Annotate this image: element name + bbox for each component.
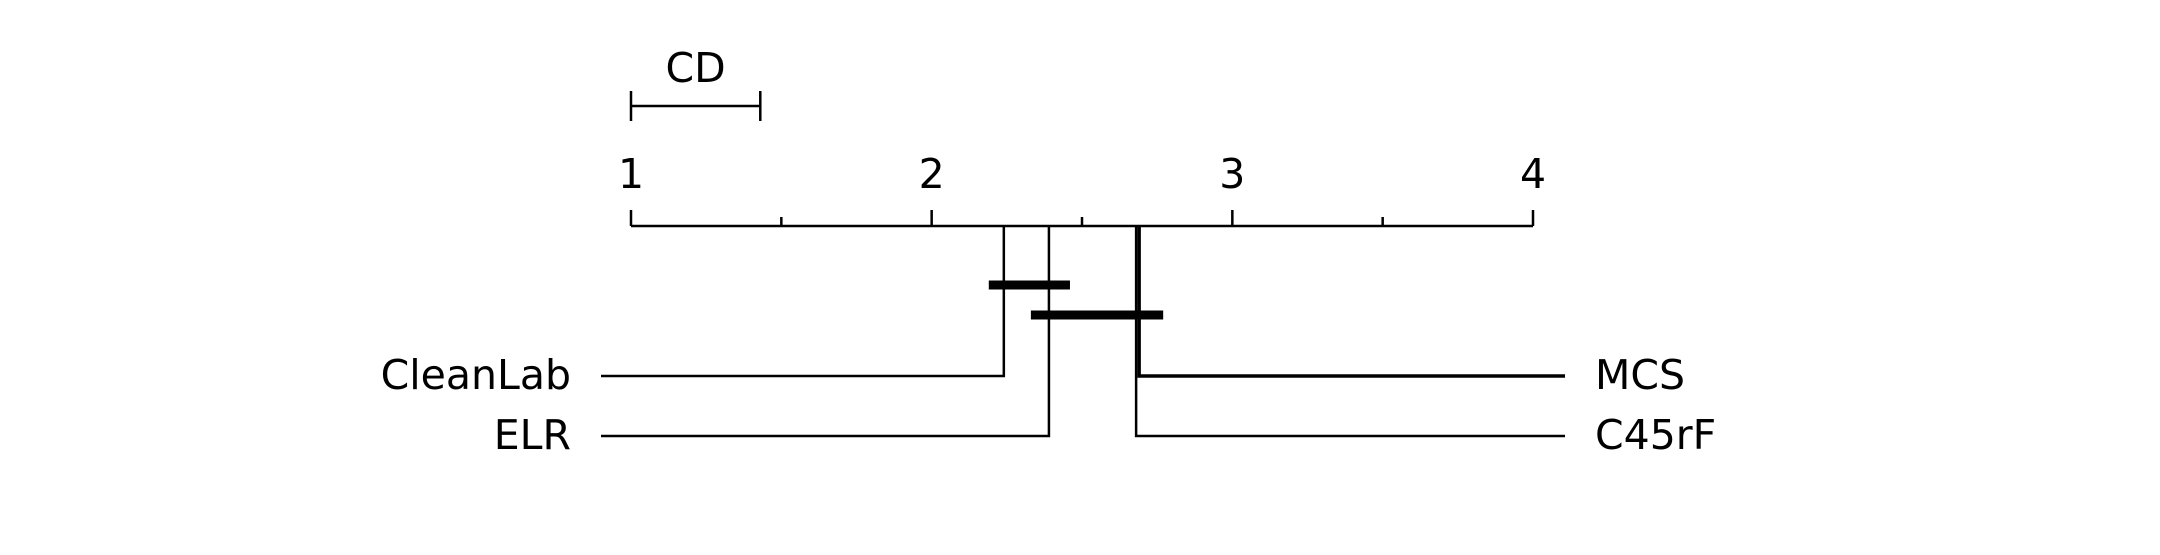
method-label: CleanLab <box>381 351 571 399</box>
method-label: ELR <box>494 411 571 459</box>
method-line <box>601 226 1006 378</box>
method-label: MCS <box>1595 351 1685 399</box>
tick-label: 4 <box>1520 150 1546 198</box>
clique-bars <box>988 280 1164 320</box>
cd-label: CD <box>666 44 726 92</box>
tick-label: 1 <box>618 150 644 198</box>
method-line <box>601 226 1051 438</box>
method-lines: CleanLab ELR MCS C45rF <box>381 226 1716 459</box>
method-line <box>1134 226 1565 438</box>
tick-label: 2 <box>919 150 945 198</box>
cd-bracket: CD <box>629 44 762 121</box>
method-line <box>1137 226 1565 378</box>
tick-label: 3 <box>1219 150 1245 198</box>
method-label: C45rF <box>1595 411 1716 459</box>
rank-axis: 1 2 3 4 <box>618 150 1546 228</box>
